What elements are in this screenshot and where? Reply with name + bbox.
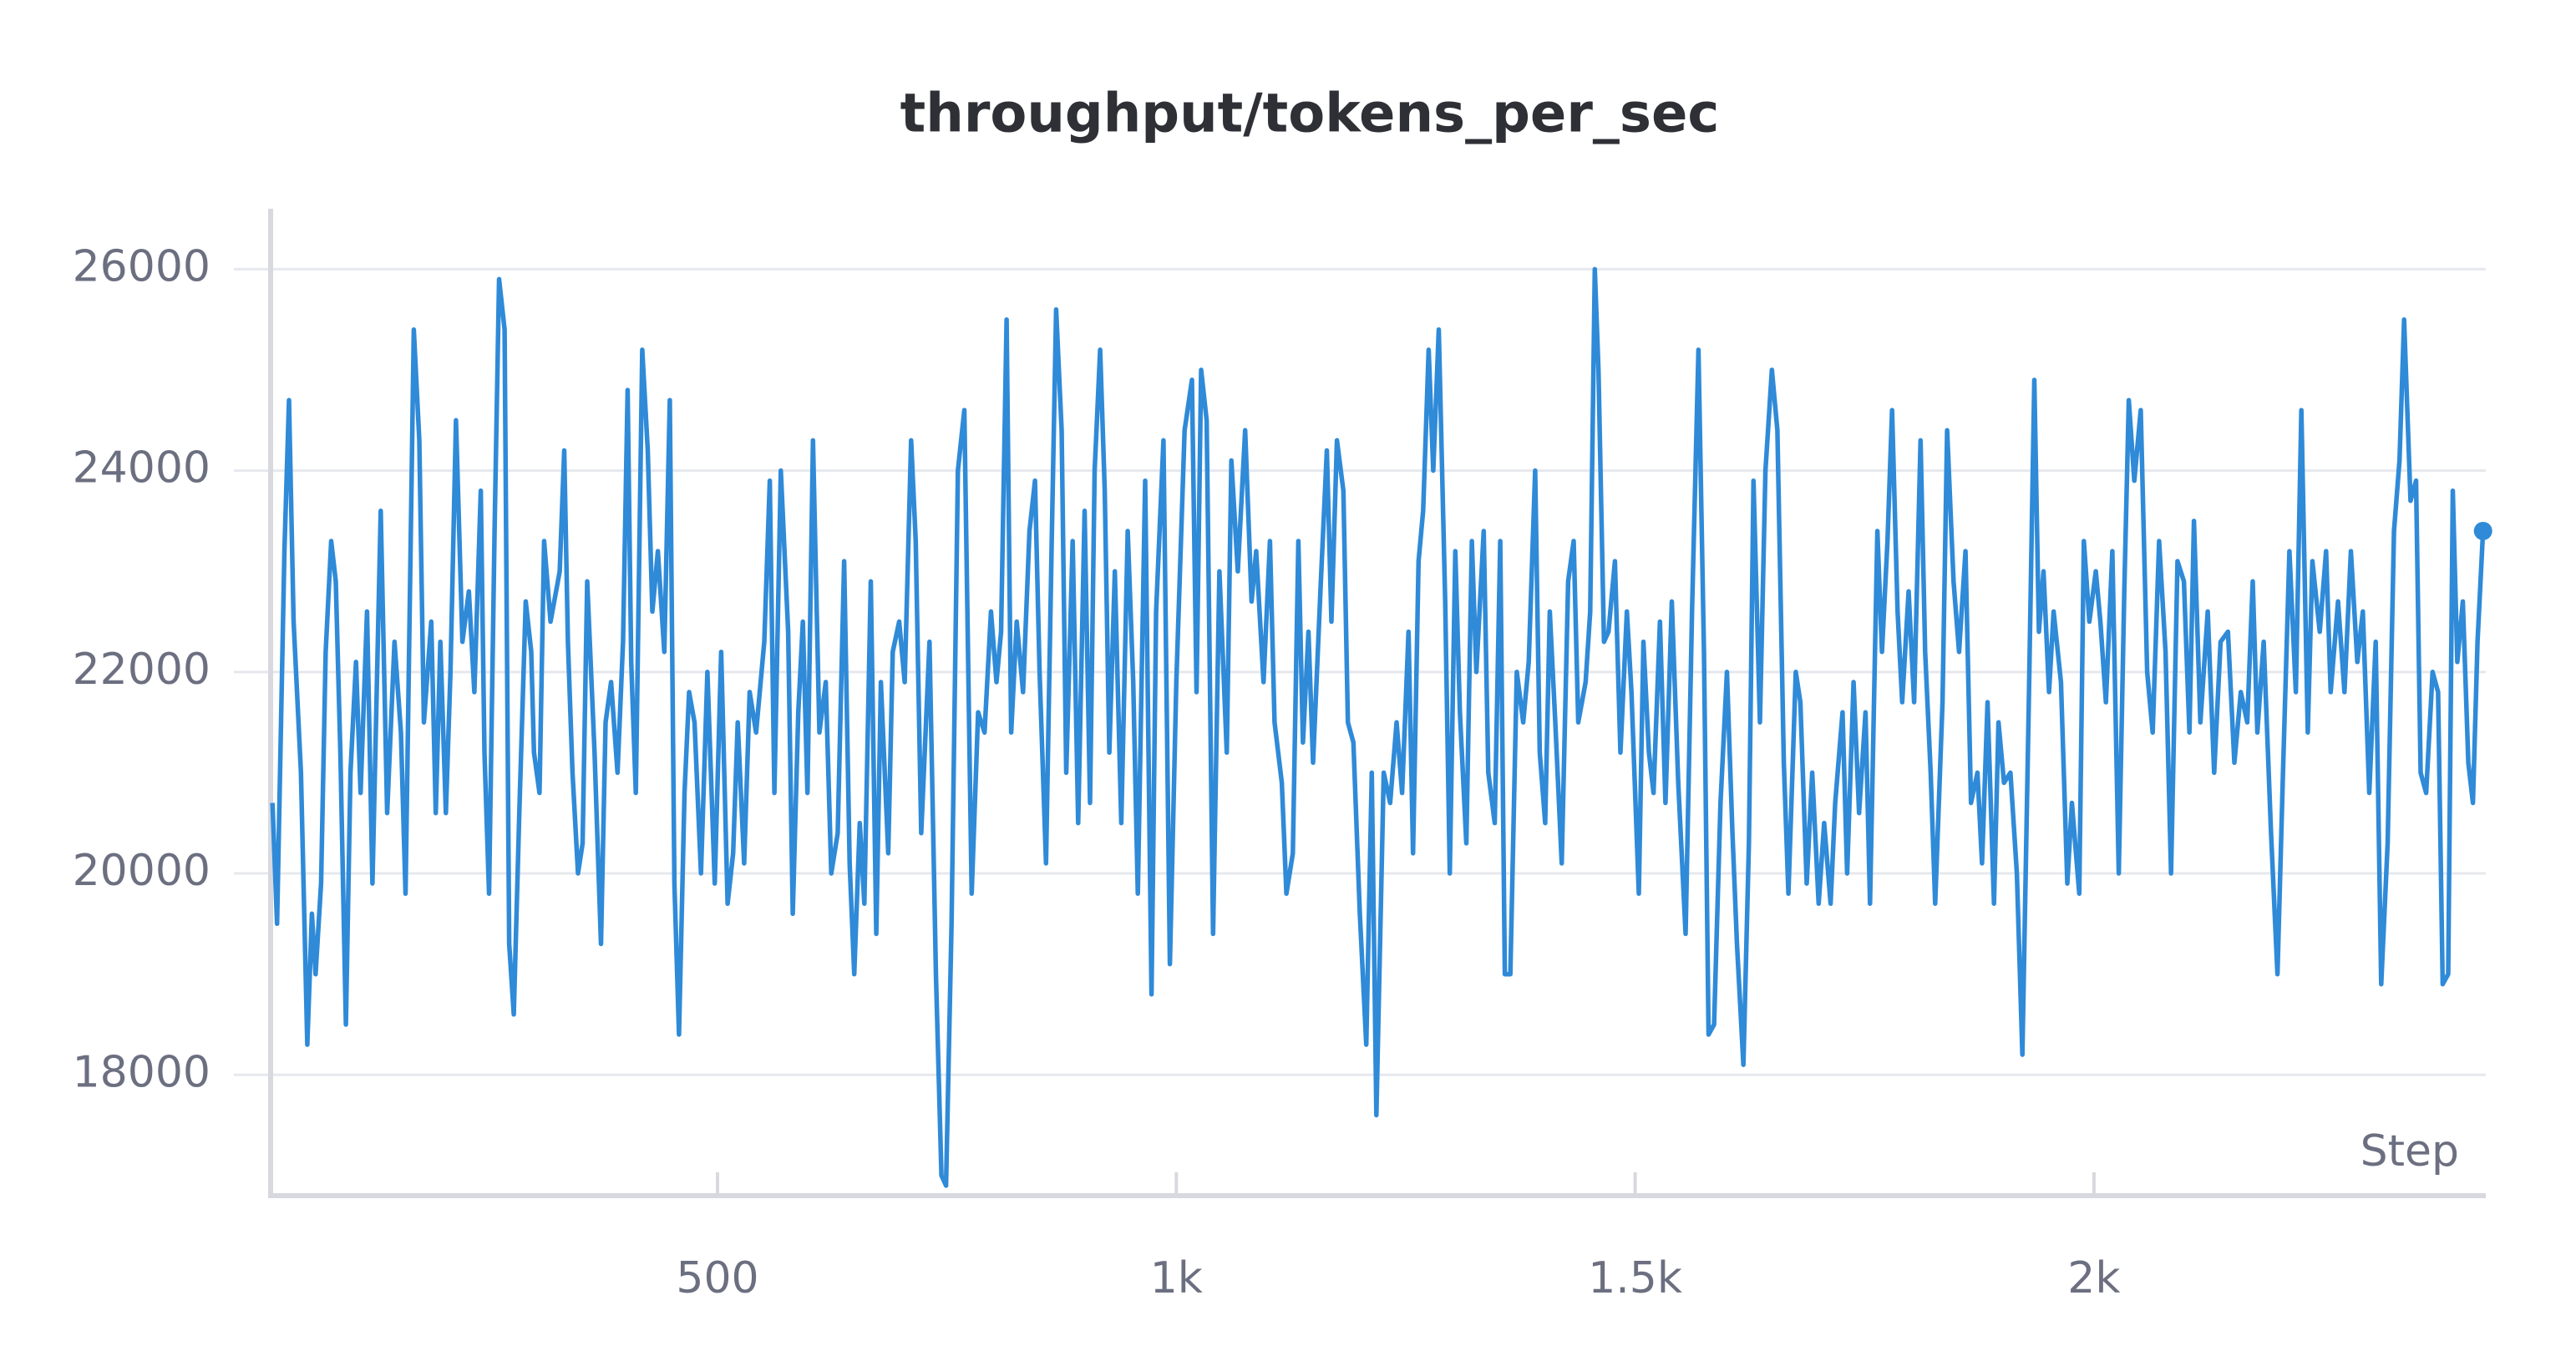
x-tick-label: 1k <box>1150 1253 1203 1303</box>
y-tick-label: 18000 <box>73 1047 210 1097</box>
line <box>270 266 2486 1188</box>
y-tick-label: 22000 <box>73 645 210 695</box>
y-tick-label: 26000 <box>73 241 210 291</box>
x-tick-label: 1.5k <box>1588 1253 1682 1303</box>
x-axis-label: Step <box>2360 1126 2459 1176</box>
chart-title: throughput/tokens_per_sec <box>900 83 1720 145</box>
y-tick-label: 24000 <box>73 443 210 493</box>
x-tick-label: 2k <box>2067 1253 2120 1303</box>
end-point <box>2473 521 2492 540</box>
x-tick-label: 500 <box>676 1253 758 1303</box>
y-tick-label: 20000 <box>73 846 210 896</box>
